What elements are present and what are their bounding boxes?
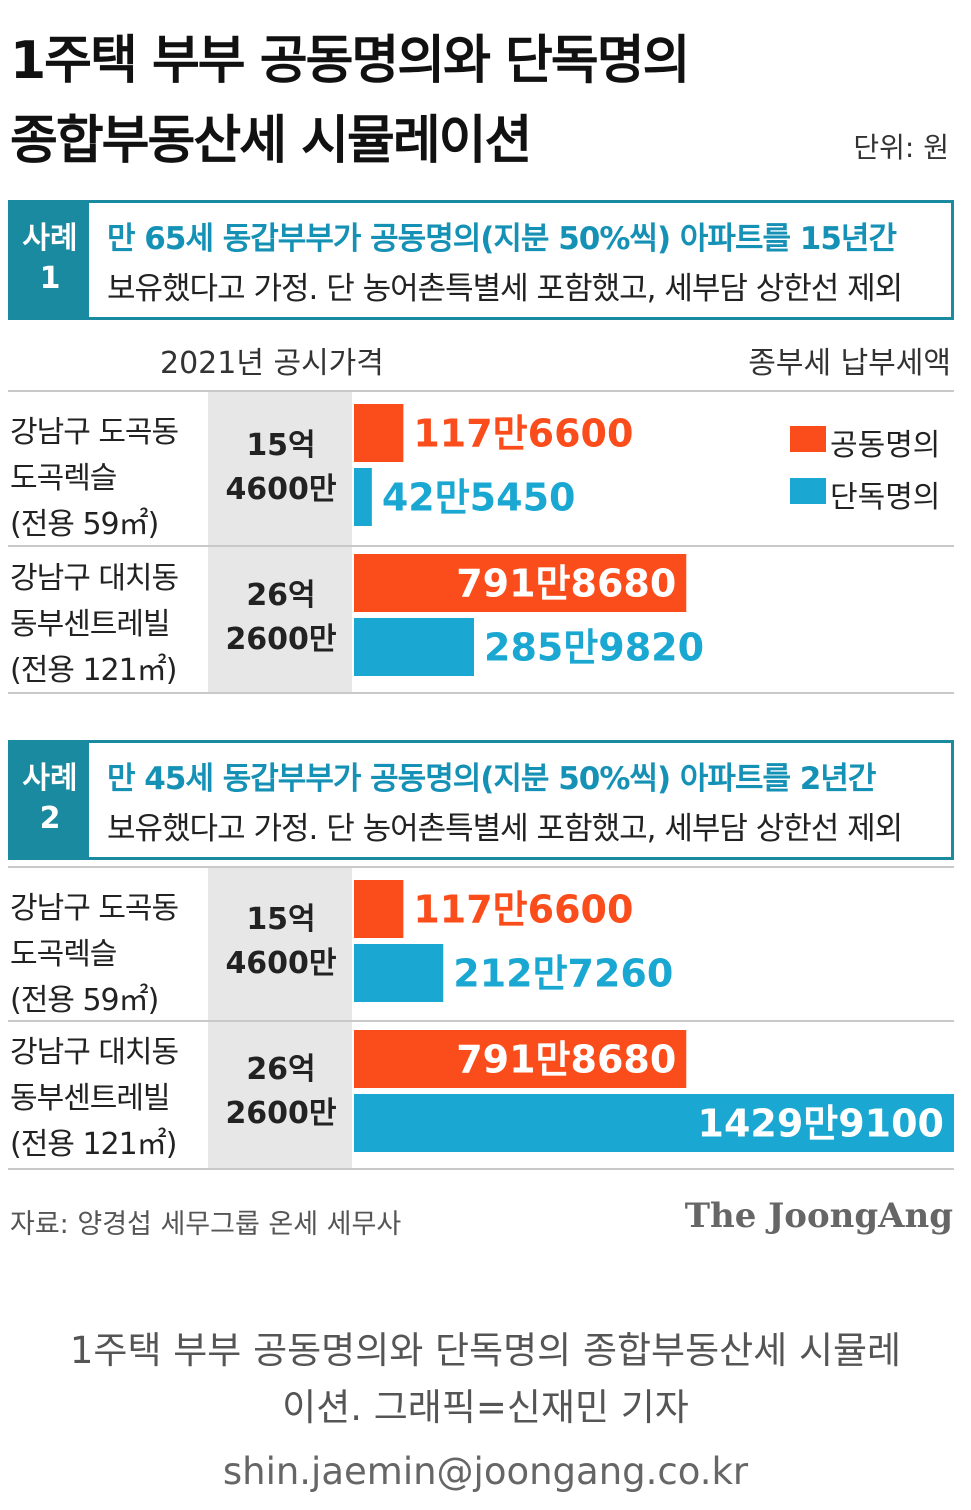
bar-chart: 117만6600 42만5450 791만8680 285만9820 117만6600 2… — [354, 404, 954, 1152]
caption-line1: 1주택 부부 공동명의와 단독명의 종합부동산세 시뮬레 — [69, 1329, 902, 1372]
header-price: 2021년 공시가격 — [160, 346, 384, 381]
property-label: 강남구 대치동 동부센트레빌 (전용 121㎡) — [10, 556, 179, 694]
image-caption: 1주택 부부 공동명의와 단독명의 종합부동산세 시뮬레 이션. 그래픽=신재민… — [0, 1322, 971, 1436]
row-separator — [8, 1168, 954, 1170]
property-name: 도곡렉슬 — [10, 461, 117, 496]
case-2-desc-line1: 만 45세 동갑부부가 공동명의(지분 50%씩) 아파트를 2년간 — [107, 761, 876, 797]
legend-label-joint: 공동명의 — [830, 428, 941, 463]
bar-value-label: 212만7260 — [453, 952, 673, 996]
property-size: (전용 59㎡) — [10, 507, 159, 542]
price-line2: 4600만 — [225, 946, 337, 981]
price-line2: 2600만 — [225, 622, 337, 657]
legend-label-single: 단독명의 — [830, 480, 941, 515]
case-1-desc-line2: 보유했다고 가정. 단 농어촌특별세 포함했고, 세부담 상한선 제외 — [107, 271, 903, 307]
property-district: 강남구 도곡동 — [10, 891, 179, 926]
bar-joint — [354, 880, 404, 938]
row-separator — [8, 1020, 954, 1022]
bar-value-label: 117만6600 — [413, 412, 633, 456]
property-price: 26억 2600만 — [212, 574, 350, 662]
price-line1: 26억 — [246, 1052, 316, 1087]
price-line1: 26억 — [246, 578, 316, 613]
property-name: 도곡렉슬 — [10, 937, 117, 972]
legend-swatch-joint — [790, 426, 826, 452]
bar-value-label: 791만8680 — [456, 1038, 676, 1082]
property-price: 15억 4600만 — [212, 424, 350, 512]
bar-joint — [354, 554, 687, 612]
bar-joint — [354, 404, 404, 462]
brand-logo: The JoongAng — [684, 1196, 953, 1236]
case-2-desc-line2: 보유했다고 가정. 단 농어촌특별세 포함했고, 세부담 상한선 제외 — [107, 811, 903, 847]
property-label: 강남구 도곡동 도곡렉슬 (전용 59㎡) — [10, 886, 179, 1024]
legend-swatch-single — [790, 478, 826, 504]
price-band-case-1 — [208, 392, 352, 692]
property-district: 강남구 대치동 — [10, 561, 179, 596]
row-separator — [8, 390, 954, 392]
source-note: 자료: 양경섭 세무그룹 온세 세무사 — [10, 1209, 402, 1240]
reporter-email[interactable]: shin.jaemin@joongang.co.kr — [222, 1450, 749, 1493]
price-band-case-2 — [208, 868, 352, 1168]
bar-single — [354, 468, 372, 526]
price-line1: 15억 — [246, 902, 316, 937]
case-2-tag: 사례 2 — [11, 743, 89, 857]
bar-value-label: 791만8680 — [456, 562, 676, 606]
property-price: 15억 4600만 — [212, 898, 350, 986]
bar-single — [354, 618, 474, 676]
row-separator — [8, 692, 954, 694]
price-line2: 2600만 — [225, 1096, 337, 1131]
property-district: 강남구 도곡동 — [10, 415, 179, 450]
bar-value-label: 1429만9100 — [698, 1102, 944, 1146]
bar-value-label: 285만9820 — [484, 626, 704, 670]
price-line2: 4600만 — [225, 472, 337, 507]
case-2-tag-number: 2 — [39, 801, 61, 836]
case-1-box: 사례 1 만 65세 동갑부부가 공동명의(지분 50%씩) 아파트를 15년간… — [8, 200, 954, 320]
bar-joint — [354, 1030, 687, 1088]
row-separator — [8, 866, 954, 868]
unit-label: 단위: 원 — [853, 131, 949, 164]
property-district: 강남구 대치동 — [10, 1035, 179, 1070]
bar-single — [354, 1094, 954, 1152]
case-1-tag-number: 1 — [39, 261, 61, 296]
header-tax: 종부세 납부세액 — [748, 346, 951, 381]
property-label: 강남구 대치동 동부센트레빌 (전용 121㎡) — [10, 1030, 179, 1168]
property-price: 26억 2600만 — [212, 1048, 350, 1136]
property-label: 강남구 도곡동 도곡렉슬 (전용 59㎡) — [10, 410, 179, 548]
case-1-tag: 사례 1 — [11, 203, 89, 317]
property-name: 동부센트레빌 — [10, 607, 171, 642]
property-size: (전용 121㎡) — [10, 653, 177, 688]
case-1-desc-line1: 만 65세 동갑부부가 공동명의(지분 50%씩) 아파트를 15년간 — [107, 221, 897, 257]
case-1-tag-label: 사례 — [22, 221, 78, 256]
caption-line2: 이션. 그래픽=신재민 기자 — [282, 1386, 689, 1429]
bar-single — [354, 944, 444, 1002]
chart-title-line2: 종합부동산세 시뮬레이션 — [10, 111, 532, 171]
property-size: (전용 121㎡) — [10, 1127, 177, 1162]
case-2-box: 사례 2 만 45세 동갑부부가 공동명의(지분 50%씩) 아파트를 2년간 … — [8, 740, 954, 860]
bar-value-label: 117만6600 — [413, 888, 633, 932]
price-line1: 15억 — [246, 428, 316, 463]
bar-value-label: 42만5450 — [382, 476, 576, 520]
row-separator — [8, 545, 954, 547]
property-size: (전용 59㎡) — [10, 983, 159, 1018]
property-name: 동부센트레빌 — [10, 1081, 171, 1116]
chart-title-line1: 1주택 부부 공동명의와 단독명의 — [10, 31, 690, 91]
case-2-tag-label: 사례 — [22, 761, 78, 796]
